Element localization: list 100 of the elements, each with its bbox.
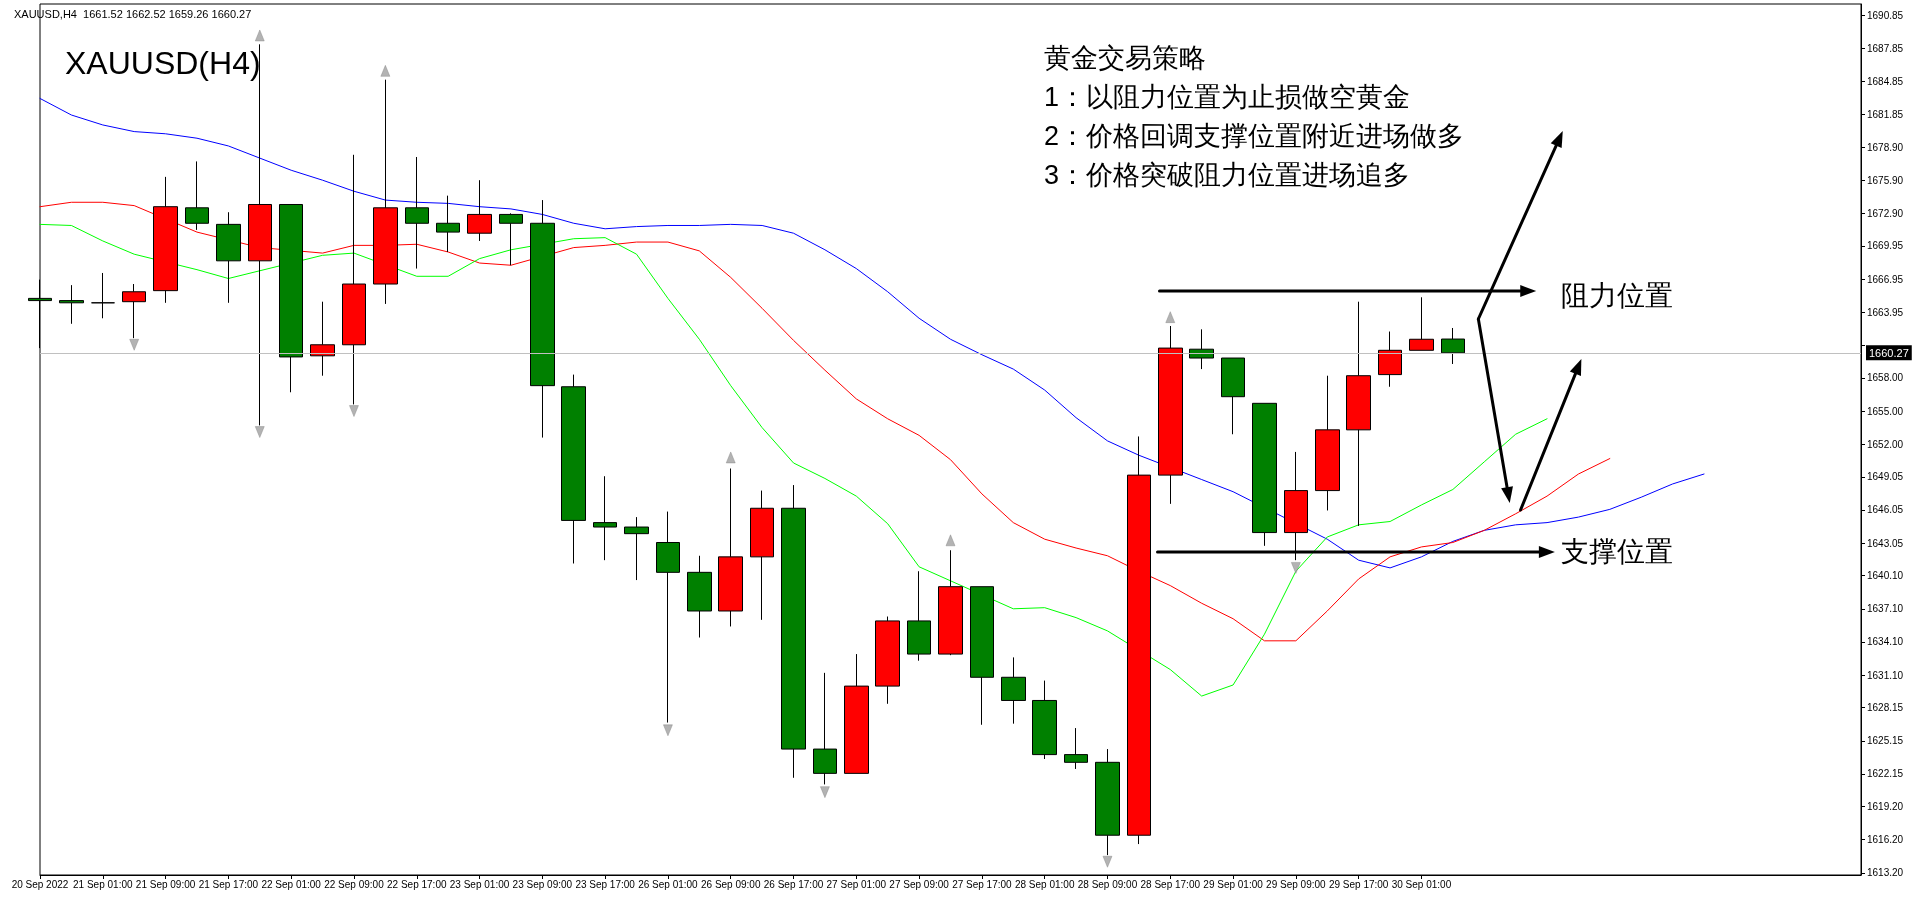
y-tick-label: 1652.00 (1867, 438, 1904, 450)
x-tick-label: 27 Sep 17:00 (952, 878, 1013, 890)
x-tick-label: 28 Sep 09:00 (1077, 878, 1138, 890)
y-tick-label: 1658.00 (1867, 372, 1904, 384)
x-tick-label: 23 Sep 17:00 (575, 878, 636, 890)
point (820, 786, 830, 798)
point (380, 65, 391, 77)
x-tick-label: 30 Sep 01:00 (1391, 878, 1452, 890)
candlestick (624, 516, 649, 581)
y-tick-label: 1684.85 (1867, 75, 1904, 87)
y-tick-label: 1681.85 (1867, 108, 1904, 120)
candlestick (499, 212, 523, 266)
point (1102, 855, 1113, 868)
y-tick-label: 1655.00 (1867, 405, 1904, 417)
text: XAUUSD(H4) (65, 45, 261, 81)
point (725, 451, 736, 464)
y-tick-label: 1646.05 (1867, 504, 1904, 516)
ref-line-label: 1660.27 (1869, 346, 1909, 359)
point (129, 339, 139, 351)
y-tick-label: 1628.15 (1867, 702, 1904, 714)
y-tick-label: 1643.05 (1867, 537, 1904, 549)
candlestick (656, 511, 680, 724)
point (945, 534, 956, 547)
y-tick-label: 1666.95 (1867, 273, 1904, 285)
y-tick-label: 1619.20 (1867, 801, 1904, 813)
y-tick-label: 1640.10 (1867, 570, 1904, 582)
candlestick (844, 653, 869, 774)
candlestick (405, 156, 429, 270)
y-tick-label: 1672.90 (1867, 207, 1904, 219)
x-tick-label: 23 Sep 09:00 (512, 878, 573, 890)
candlestick (561, 374, 586, 564)
candlestick (781, 484, 806, 779)
y-tick-label: 1613.20 (1867, 867, 1904, 879)
x-tick-label: 28 Sep 01:00 (1014, 878, 1075, 890)
annotation: 黄金交易策略 (1044, 42, 1206, 73)
candlestick (59, 284, 84, 325)
y-tick-label: 1616.20 (1867, 834, 1904, 846)
candlestick (1095, 748, 1120, 856)
candlestick (970, 586, 994, 726)
candlestick (1284, 451, 1308, 561)
candlestick (310, 301, 335, 377)
y-tick-label: 1678.90 (1867, 141, 1904, 153)
point (255, 29, 265, 42)
candlestick (1032, 680, 1057, 760)
candlestick (436, 195, 460, 253)
y-tick-label: 1625.15 (1867, 735, 1904, 747)
x-tick-label: 26 Sep 01:00 (638, 878, 699, 890)
annotation: 阻力位置 (1560, 279, 1673, 311)
x-tick-label: 21 Sep 09:00 (135, 878, 196, 890)
candlestick (530, 199, 555, 439)
x-tick-label: 28 Sep 17:00 (1140, 878, 1201, 890)
x-tick-label: 27 Sep 09:00 (889, 878, 950, 890)
y-tick-label: 1634.10 (1867, 636, 1904, 648)
point (349, 405, 359, 417)
x-tick-label: 26 Sep 09:00 (700, 878, 761, 890)
x-tick-label: 29 Sep 09:00 (1266, 878, 1327, 890)
annotation: 3：价格突破阻力位置进场追多 (1044, 159, 1411, 190)
candlestick (718, 468, 743, 627)
candlestick (1001, 656, 1026, 725)
candlestick (1378, 331, 1402, 388)
x-tick-label: 23 Sep 01:00 (449, 878, 510, 890)
annotation: 支撑位置 (1560, 535, 1673, 567)
candlestick (216, 211, 241, 304)
chart-subtitle: XAUUSD,H4 1661.52 1662.52 1659.26 1660.27 (14, 7, 252, 20)
candlestick (467, 179, 492, 242)
y-tick-label: 1649.05 (1867, 471, 1904, 483)
y-tick-label: 1637.10 (1867, 603, 1904, 615)
x-tick-label: 22 Sep 17:00 (387, 878, 447, 890)
candlestick (1252, 402, 1277, 547)
point (1291, 562, 1301, 574)
candlestick (1189, 328, 1214, 370)
point (255, 426, 265, 438)
candlestick (122, 283, 146, 339)
x-tick-label: 27 Sep 01:00 (826, 878, 887, 890)
candlestick (687, 555, 712, 638)
y-tick-label: 1631.10 (1867, 669, 1904, 681)
candlestick (1064, 727, 1088, 770)
x-tick-label: 29 Sep 17:00 (1328, 878, 1389, 890)
candlestick (750, 490, 774, 621)
x-tick-label: 20 Sep 2022 (11, 878, 69, 890)
candlestick (1409, 296, 1434, 351)
candlestick (907, 570, 931, 662)
y-tick-label: 1675.90 (1867, 174, 1904, 186)
annotation: 1：以阻力位置为止损做空黄金 (1044, 81, 1411, 112)
annotation: 2：价格回调支撑位置附近进场做多 (1044, 120, 1465, 151)
candlestick (1158, 325, 1183, 505)
candlestick (813, 672, 837, 785)
candlestick (1221, 357, 1245, 435)
y-tick-label: 1687.85 (1867, 42, 1904, 54)
candlestick (1315, 375, 1340, 511)
x-tick-label: 22 Sep 09:00 (324, 878, 385, 890)
candlestick (593, 475, 617, 561)
candlestick (875, 616, 900, 705)
x-tick-label: 22 Sep 01:00 (261, 878, 322, 890)
y-tick-label: 1663.95 (1867, 306, 1904, 318)
x-tick-label: 29 Sep 01:00 (1203, 878, 1264, 890)
y-tick-label: 1622.15 (1867, 768, 1904, 780)
candlestick (938, 549, 963, 656)
candlestick (91, 272, 115, 319)
candlestick (1346, 301, 1371, 527)
